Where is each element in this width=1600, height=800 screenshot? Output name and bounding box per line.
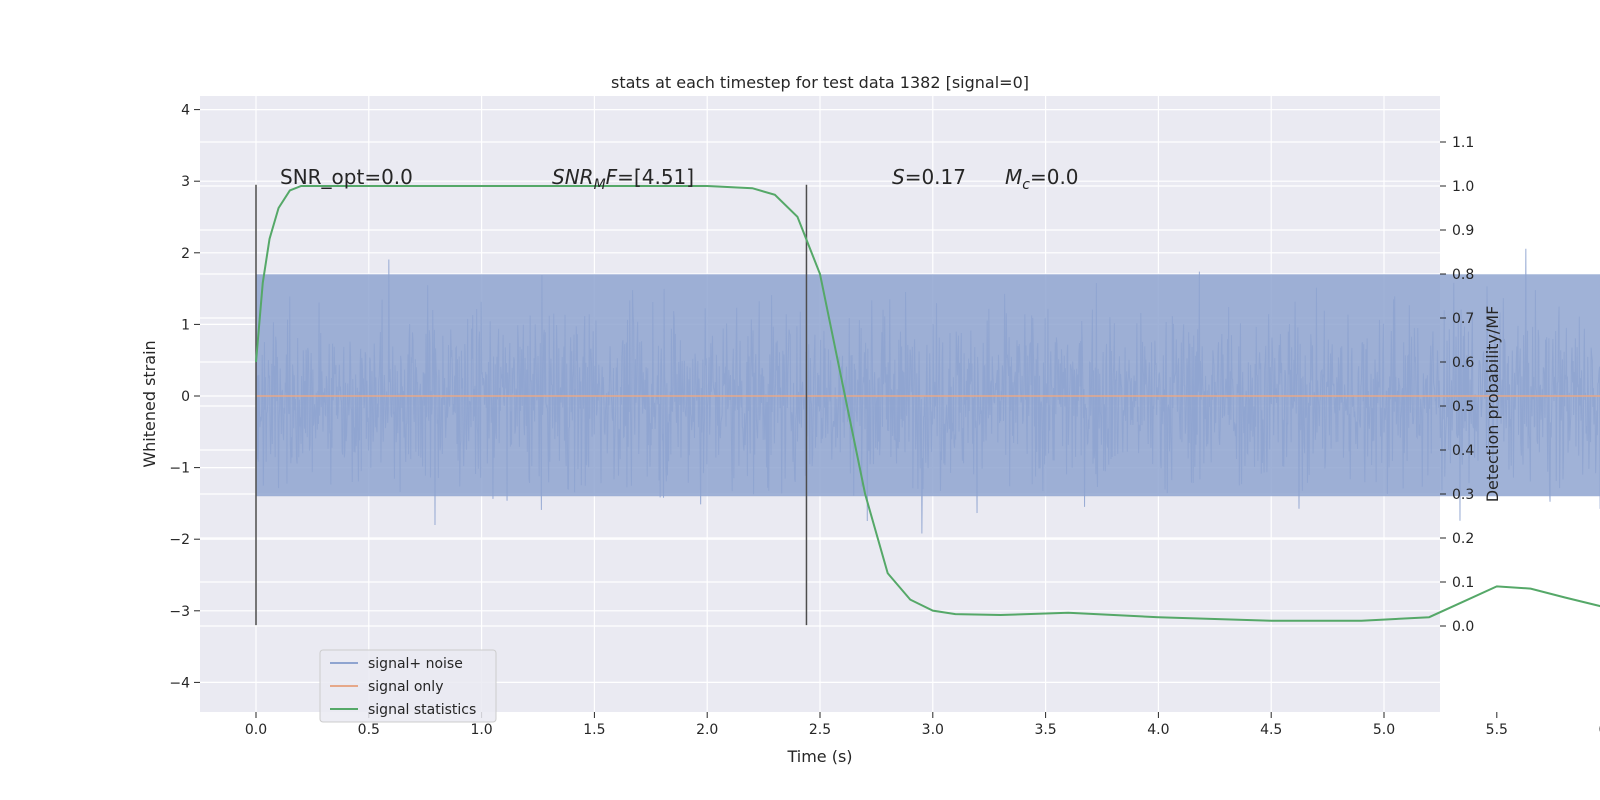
x-tick-label: 6.0 xyxy=(1598,722,1600,738)
y2-tick-label: 0.7 xyxy=(1452,311,1474,327)
y-tick-label: 1 xyxy=(181,317,190,333)
y2-tick-label: 0.0 xyxy=(1452,619,1474,635)
y2-tick-label: 0.3 xyxy=(1452,487,1474,503)
y-tick-label: 4 xyxy=(181,103,190,119)
mc-sub: c xyxy=(1022,177,1030,193)
x-tick-label: 5.0 xyxy=(1373,722,1395,738)
x-tick-label: 0.0 xyxy=(245,722,267,738)
snr-mf-sub: M xyxy=(594,177,606,193)
mc-base: M xyxy=(1005,165,1022,189)
x-tick-label: 4.5 xyxy=(1260,722,1282,738)
y2-tick-label: 0.2 xyxy=(1452,531,1474,547)
vertical-markers xyxy=(255,184,808,626)
y-tick-label: 3 xyxy=(181,174,190,190)
x-tick-label: 0.5 xyxy=(358,722,380,738)
x-tick-label: 1.0 xyxy=(470,722,492,738)
y-tick-label: −1 xyxy=(169,461,190,477)
y-tick-label: −3 xyxy=(169,604,190,620)
chart-title: stats at each timestep for test data 138… xyxy=(611,73,1029,92)
y2-tick-label: 0.4 xyxy=(1452,443,1474,459)
y-axis-title: Whitened strain xyxy=(140,340,159,467)
y-tick-label: −4 xyxy=(169,675,190,691)
snr-mf-rest: F xyxy=(606,165,618,189)
s-label: S xyxy=(892,165,905,189)
annotation-mc: Mc=0.0 xyxy=(1005,165,1079,193)
y2-axis-ticks: 1.1 1.0 0.9 0.8 0.7 0.6 0.5 0.4 0.3 0.2 0.1 0.0 xyxy=(1440,135,1474,635)
series-signal-plus-noise xyxy=(255,248,1600,534)
noise-trace xyxy=(255,248,1600,534)
s-value: =0.17 xyxy=(905,165,966,189)
y2-tick-label: 0.5 xyxy=(1452,399,1474,415)
signal-statistics-line xyxy=(255,185,1600,622)
y2-tick-label: 0.8 xyxy=(1452,267,1474,283)
legend: signal+ noise signal only signal statist… xyxy=(319,649,497,723)
annotation-s: S=0.17 xyxy=(892,165,966,189)
y2-tick-label: 1.1 xyxy=(1452,135,1474,151)
y2-tick-label: 0.1 xyxy=(1452,575,1474,591)
legend-label-signal-statistics: signal statistics xyxy=(368,702,476,718)
y2-axis-title: Detection probability/MF xyxy=(1483,306,1502,503)
x-tick-label: 1.5 xyxy=(583,722,605,738)
x-axis-ticks: 0.00.51.01.52.02.53.03.54.04.55.05.56.06… xyxy=(245,712,1600,738)
y2-tick-label: 0.6 xyxy=(1452,355,1474,371)
y2-tick-label: 1.0 xyxy=(1452,179,1474,195)
legend-box xyxy=(319,649,497,723)
x-tick-label: 2.5 xyxy=(809,722,831,738)
legend-label-signal-plus-noise: signal+ noise xyxy=(368,656,463,672)
x-tick-label: 3.0 xyxy=(922,722,944,738)
series-signal-statistics xyxy=(255,185,1600,622)
x-tick-label: 3.5 xyxy=(1034,722,1056,738)
x-tick-label: 4.0 xyxy=(1147,722,1169,738)
y-tick-label: 0 xyxy=(181,389,190,405)
annotation-snr-mf: SNRMF=[4.51] xyxy=(552,165,694,193)
y-axis-ticks: 4 3 2 1 0 −1 −2 −3 −4 xyxy=(169,103,200,691)
x-axis-title: Time (s) xyxy=(786,747,852,766)
x-tick-label: 5.5 xyxy=(1486,722,1508,738)
snr-mf-value: =[4.51] xyxy=(617,165,694,189)
legend-label-signal-only: signal only xyxy=(368,679,443,695)
x-tick-label: 2.0 xyxy=(696,722,718,738)
y-tick-label: 2 xyxy=(181,246,190,262)
y2-tick-label: 0.9 xyxy=(1452,223,1474,239)
mc-value: =0.0 xyxy=(1030,165,1079,189)
snr-mf-base: SNR xyxy=(552,165,594,189)
annotation-snr-opt: SNR_opt=0.0 xyxy=(280,165,413,189)
y-tick-label: −2 xyxy=(169,532,190,548)
